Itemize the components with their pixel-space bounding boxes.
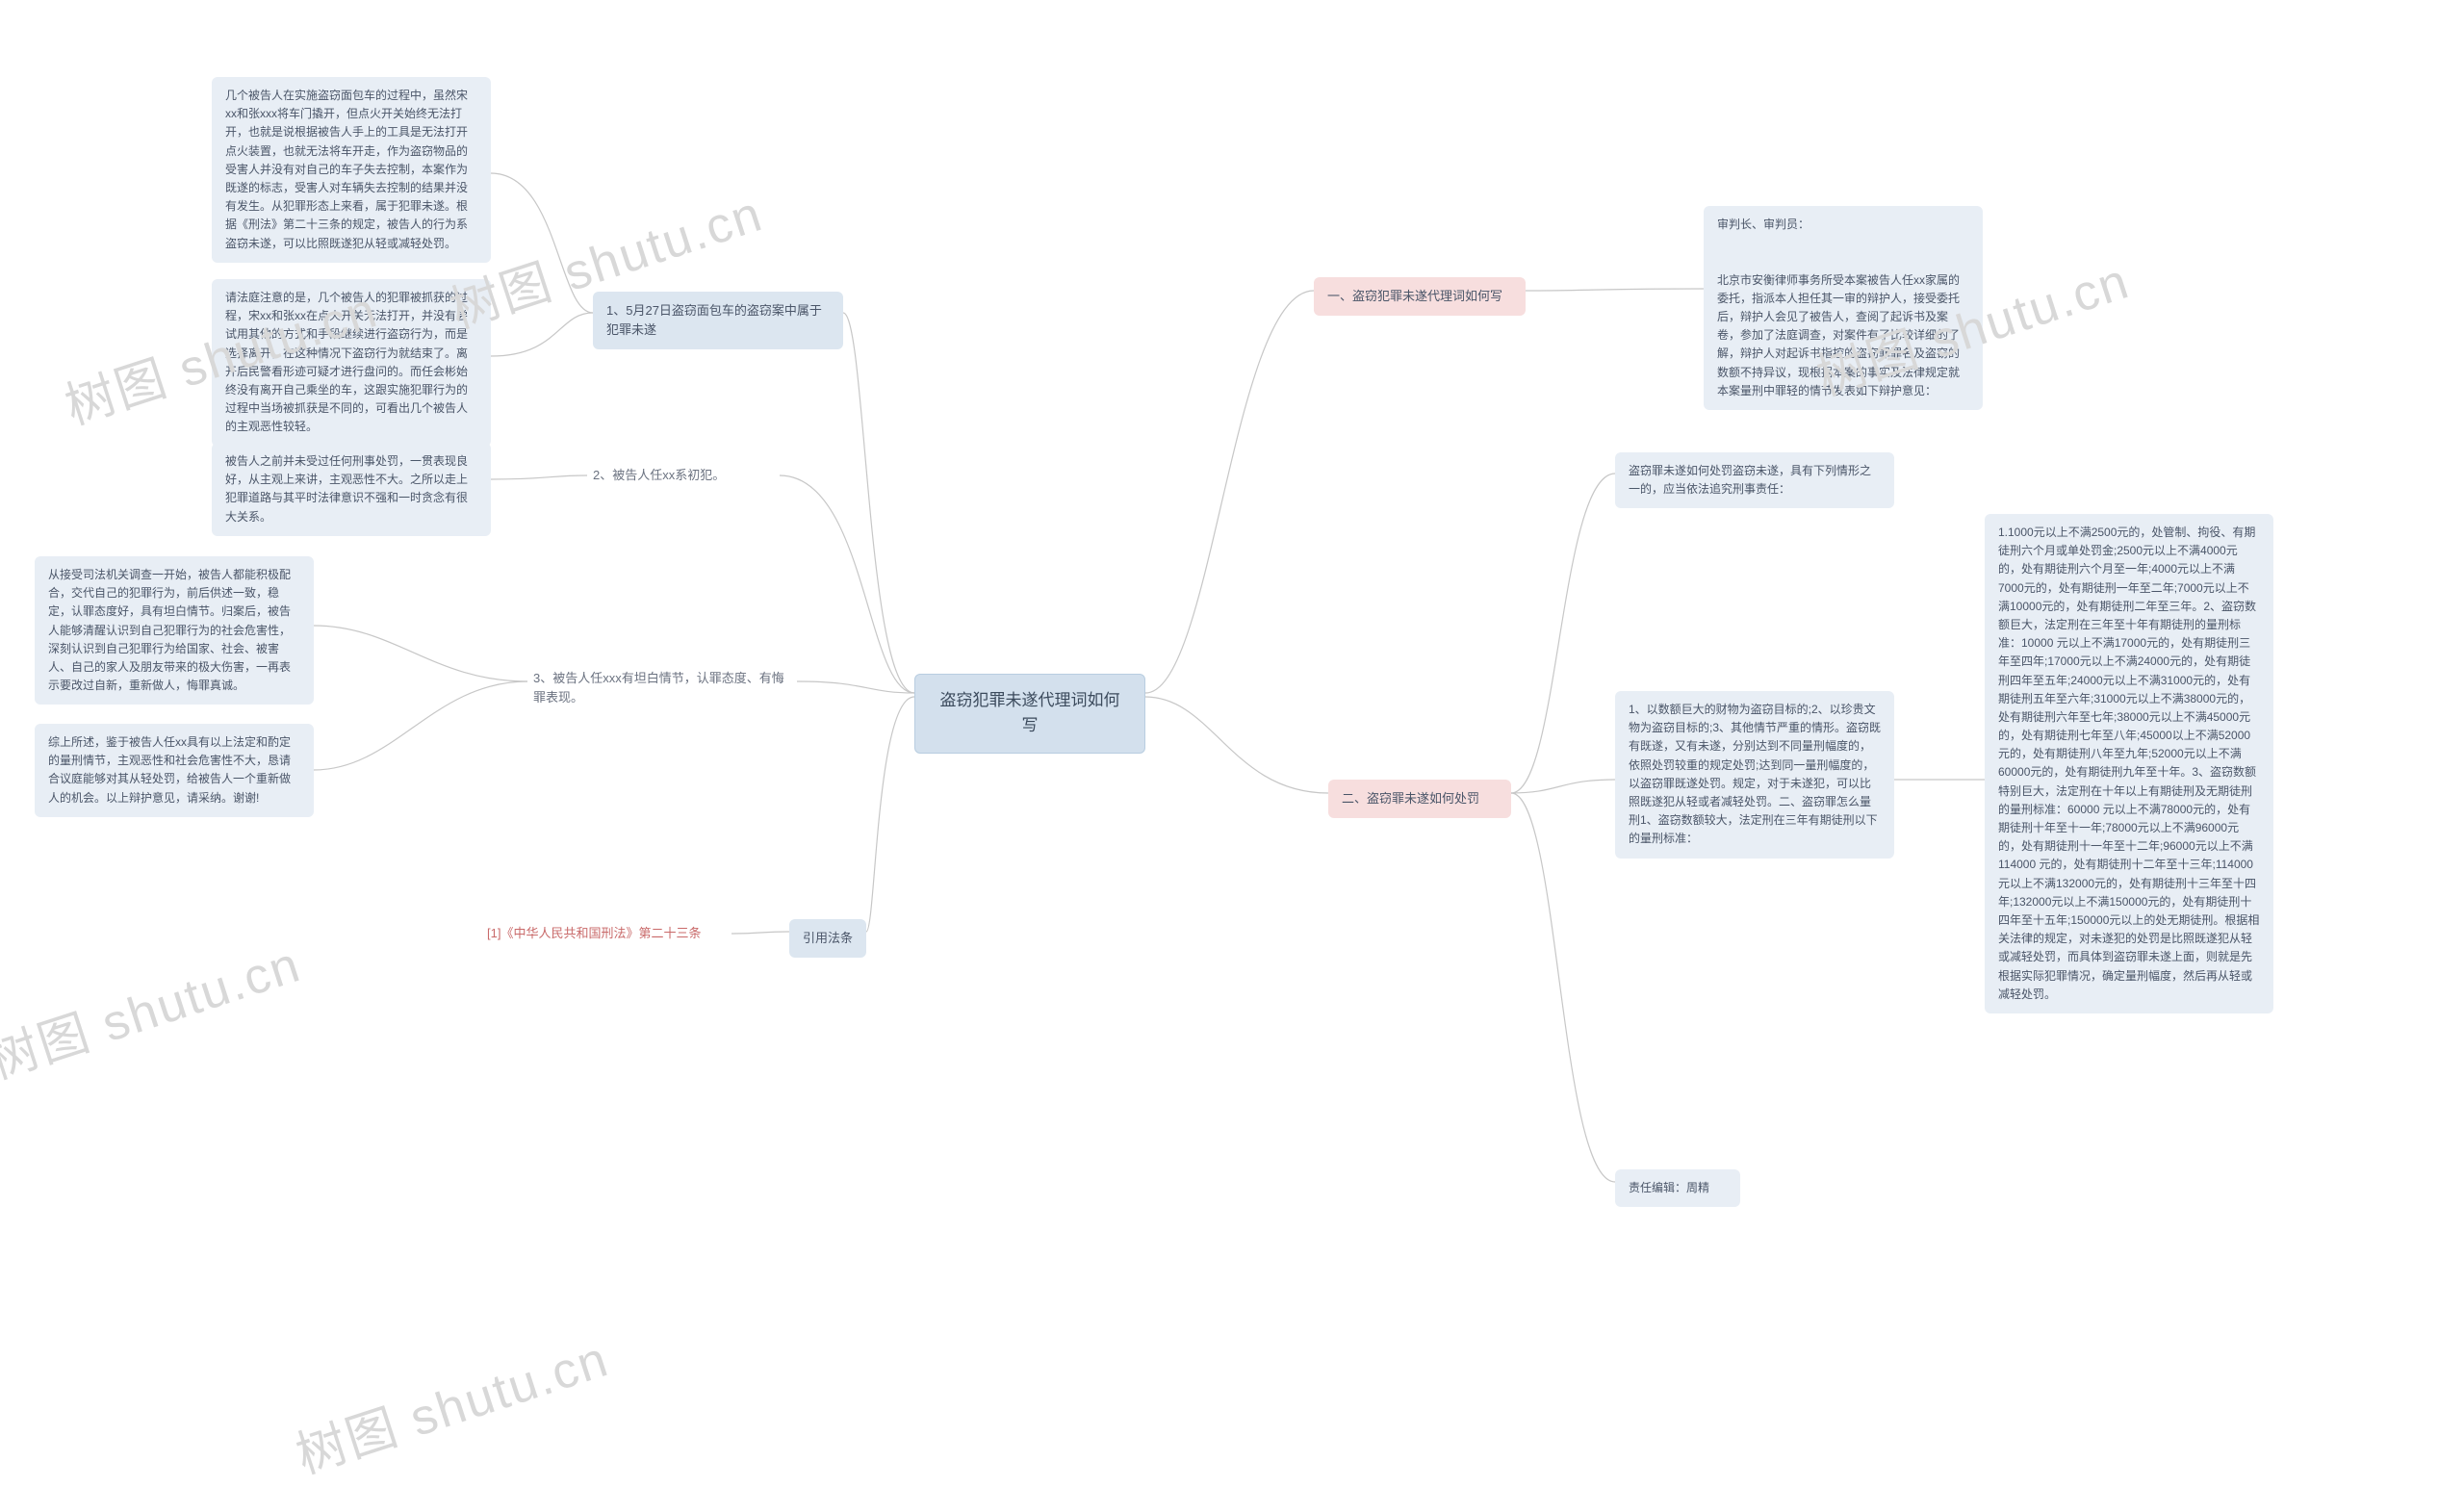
right-branch-1: 二、盗窃罪未遂如何处罚 [1328,780,1511,818]
right-branch-1-child-0: 盗窃罪未遂如何处罚盗窃未遂，具有下列情形之一的，应当依法追究刑事责任： [1615,452,1894,508]
left-branch-1: 2、被告人任xx系初犯。 [587,464,780,487]
left-branch-2-child-0: 从接受司法机关调查一开始，被告人都能积极配合，交代自己的犯罪行为，前后供述一致，… [35,556,314,705]
watermark: 树图 shutu.cn [0,924,308,1092]
right-branch-1-child-2: 责任编辑：周精 [1615,1169,1740,1207]
left-branch-0-child-1: 请法庭注意的是，几个被告人的犯罪被抓获的过程，宋xx和张xx在点火开关无法打开，… [212,279,491,447]
right-branch-0: 一、盗窃犯罪未遂代理词如何写 [1314,277,1526,316]
left-branch-0: 1、5月27日盗窃面包车的盗窃案中属于犯罪未遂 [593,292,843,349]
right-branch-0-child-0: 审判长、审判员：北京市安衡律师事务所受本案被告人任xx家属的委托，指派本人担任其… [1704,206,1983,410]
left-branch-2-child-1: 综上所述，鉴于被告人任xx具有以上法定和酌定的量刑情节，主观恶性和社会危害性不大… [35,724,314,817]
right-branch-1-child-1: 1、以数额巨大的财物为盗窃目标的;2、以珍贵文物为盗窃目标的;3、其他情节严重的… [1615,691,1894,859]
left-branch-3: 引用法条 [789,919,866,958]
watermark: 树图 shutu.cn [286,1319,617,1487]
left-branch-1-child-0: 被告人之前并未受过任何刑事处罚，一贯表现良好，从主观上来讲，主观恶性不大。之所以… [212,443,491,536]
center-node: 盗窃犯罪未遂代理词如何写 [914,674,1145,754]
left-branch-0-child-0: 几个被告人在实施盗窃面包车的过程中，虽然宋xx和张xxx将车门撬开，但点火开关始… [212,77,491,263]
left-branch-2: 3、被告人任xxx有坦白情节，认罪态度、有悔罪表现。 [527,667,797,709]
right-branch-1-child-1-leaf-0: 1.1000元以上不满2500元的，处管制、拘役、有期徒刑六个月或单处罚金;25… [1985,514,2273,1013]
left-branch-3-child-0: [1]《中华人民共和国刑法》第二十三条 [481,922,732,945]
